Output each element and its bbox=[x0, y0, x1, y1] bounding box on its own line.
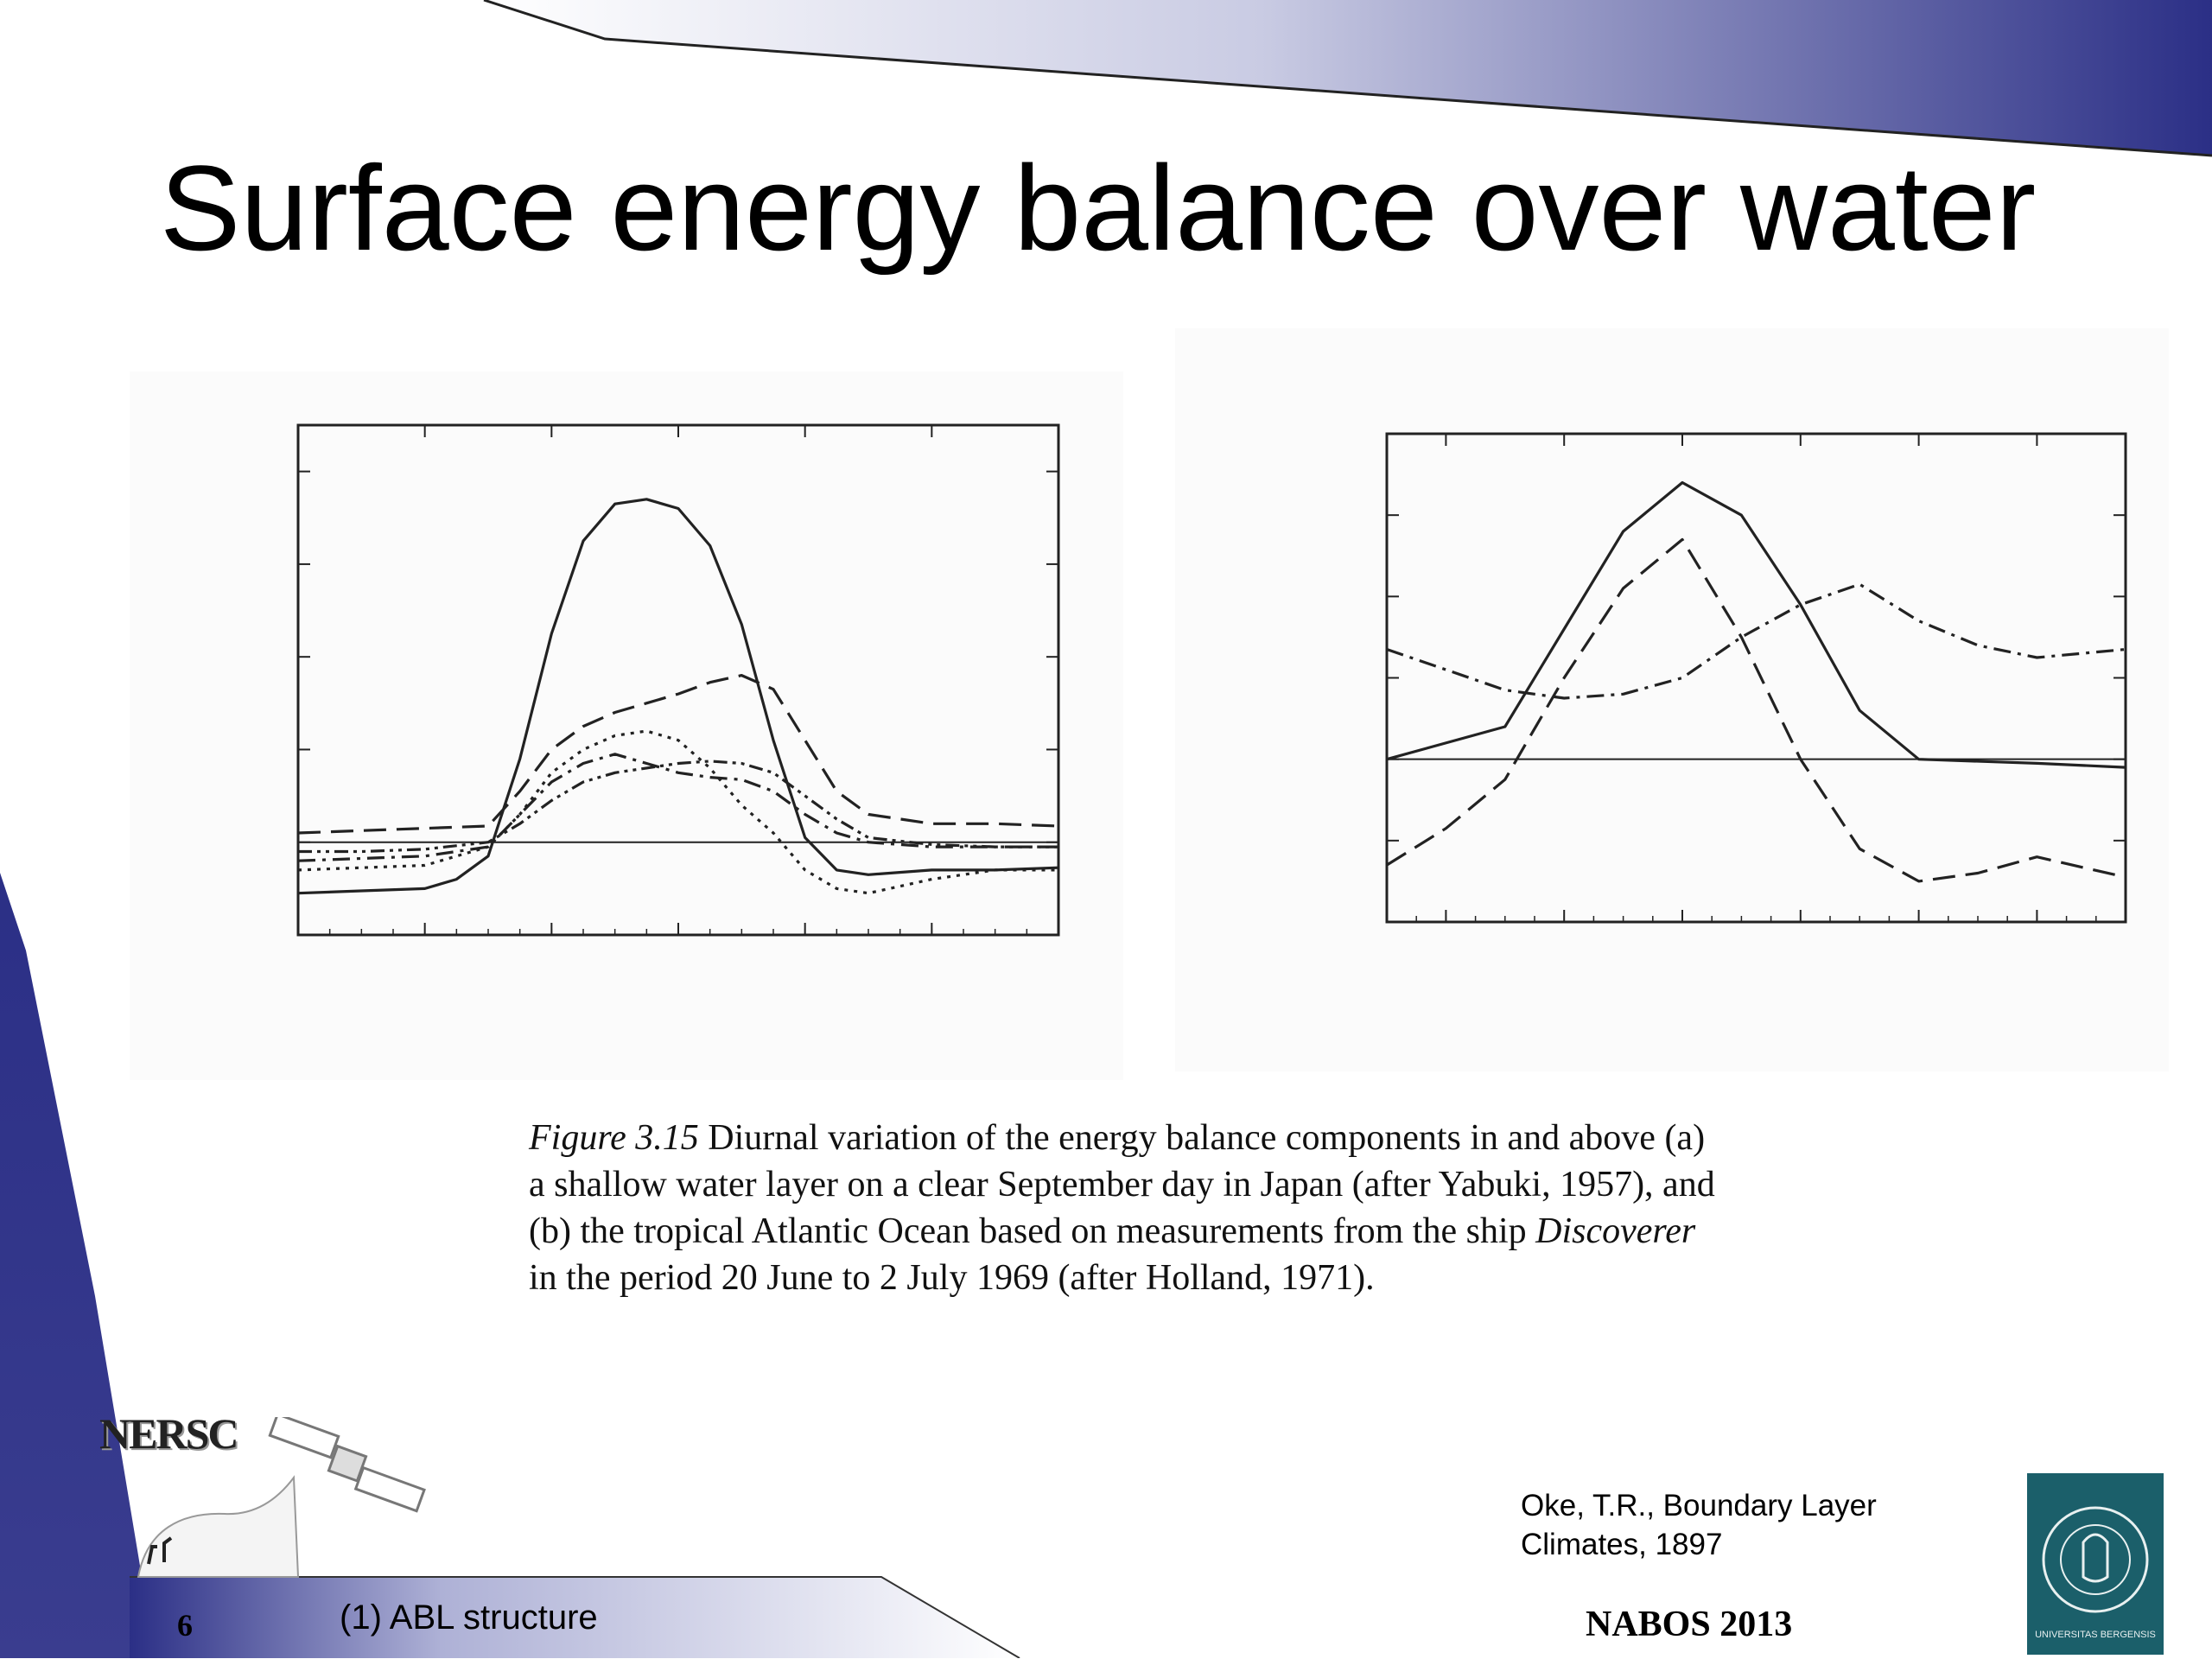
plot-frame bbox=[296, 423, 1060, 937]
series-line-0 bbox=[1386, 480, 2126, 769]
event-label: NABOS 2013 bbox=[1586, 1605, 1793, 1644]
nersc-logo: NERSC bbox=[99, 1409, 238, 1458]
slide-title: Surface energy balance over water bbox=[160, 140, 2037, 276]
series-line-1 bbox=[1386, 582, 2126, 700]
page-number: 6 bbox=[177, 1608, 193, 1643]
left-banner bbox=[0, 873, 156, 1658]
series-line-1 bbox=[297, 674, 1059, 835]
plot-frame bbox=[1385, 432, 2127, 924]
bottom-banner-edge bbox=[130, 1576, 1020, 1658]
reference-text: Oke, T.R., Boundary Layer Climates, 1897 bbox=[1521, 1489, 1877, 1561]
figure-label: Figure 3.15 bbox=[529, 1118, 699, 1158]
caption-ship: Discoverer bbox=[1535, 1211, 1696, 1251]
series-line-2 bbox=[1386, 537, 2126, 883]
top-banner bbox=[484, 0, 2212, 156]
series-line-4 bbox=[297, 729, 1058, 895]
uib-seal-text: UNIVERSITAS BERGENSIS bbox=[2035, 1630, 2156, 1640]
series-line-2 bbox=[297, 753, 1058, 862]
series-line-0 bbox=[297, 498, 1059, 895]
top-banner-edge bbox=[483, 0, 2212, 157]
bear-logo bbox=[137, 1475, 300, 1578]
series-line-3 bbox=[298, 760, 1058, 854]
figure-caption: Figure 3.15 Diurnal variation of the ene… bbox=[529, 1115, 1721, 1301]
section-label: (1) ABL structure bbox=[340, 1599, 598, 1637]
caption-text-2: in the period 20 June to 2 July 1969 (af… bbox=[529, 1258, 1375, 1298]
uib-logo: UNIVERSITAS BERGENSIS bbox=[2027, 1473, 2164, 1655]
satellite-icon bbox=[268, 1417, 426, 1513]
chart-a bbox=[130, 372, 1123, 1080]
caption-text-1: Diurnal variation of the energy balance … bbox=[529, 1118, 1715, 1251]
chart-b bbox=[1175, 328, 2169, 1071]
bottom-banner bbox=[130, 1577, 1020, 1658]
uib-seal-icon: UNIVERSITAS BERGENSIS bbox=[2035, 1506, 2156, 1640]
